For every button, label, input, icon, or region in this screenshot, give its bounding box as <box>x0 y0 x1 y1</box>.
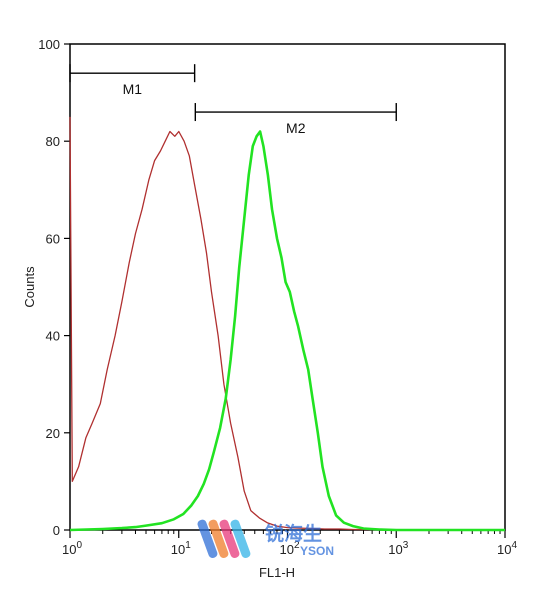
x-tick-exponent: 2 <box>294 540 300 551</box>
x-tick-exponent: 4 <box>511 540 517 551</box>
logo-stripe <box>197 519 218 559</box>
gate-label: M1 <box>123 81 143 97</box>
y-tick-label: 20 <box>46 426 60 441</box>
gate-label: M2 <box>286 120 306 136</box>
x-tick-label: 102 <box>279 540 299 557</box>
x-tick-exponent: 1 <box>185 540 191 551</box>
x-tick-label: 104 <box>497 540 517 557</box>
x-axis-label: FL1-H <box>259 565 295 580</box>
gate-markers: M1 M2 <box>69 64 397 136</box>
x-tick-label: 101 <box>171 540 191 557</box>
histogram-series-2 <box>69 130 505 532</box>
logo-stripe <box>208 519 229 559</box>
y-axis: 0 20 40 60 80 100 <box>38 37 70 538</box>
gate-marker-m1: M1 <box>69 64 196 97</box>
y-tick-label: 60 <box>46 231 60 246</box>
x-tick-exponent: 0 <box>76 540 82 551</box>
x-tick-label: 103 <box>388 540 408 557</box>
gate-marker-m2: M2 <box>194 103 397 136</box>
y-tick-label: 100 <box>38 37 60 52</box>
watermark-en-text: YSON <box>300 544 334 558</box>
x-tick-base: 10 <box>388 542 402 557</box>
watermark-logo: 锐海生 YSON <box>197 519 334 559</box>
logo-icon <box>197 519 251 559</box>
x-tick-base: 10 <box>279 542 293 557</box>
y-tick-label: 40 <box>46 329 60 344</box>
y-axis-label: Counts <box>22 266 37 308</box>
x-tick-exponent: 3 <box>403 540 409 551</box>
x-axis: 100 101 102 103 104 <box>62 530 517 557</box>
x-tick-base: 10 <box>62 542 76 557</box>
histogram-series-1 <box>69 116 505 531</box>
logo-stripe <box>219 519 240 559</box>
watermark-cn-text: 锐海生 <box>265 522 322 545</box>
x-tick-base: 10 <box>171 542 185 557</box>
series-layer <box>69 116 505 532</box>
x-tick-label: 100 <box>62 540 82 557</box>
y-tick-label: 80 <box>46 134 60 149</box>
y-tick-label: 0 <box>53 523 60 538</box>
logo-stripe <box>230 519 251 559</box>
x-tick-base: 10 <box>497 542 511 557</box>
